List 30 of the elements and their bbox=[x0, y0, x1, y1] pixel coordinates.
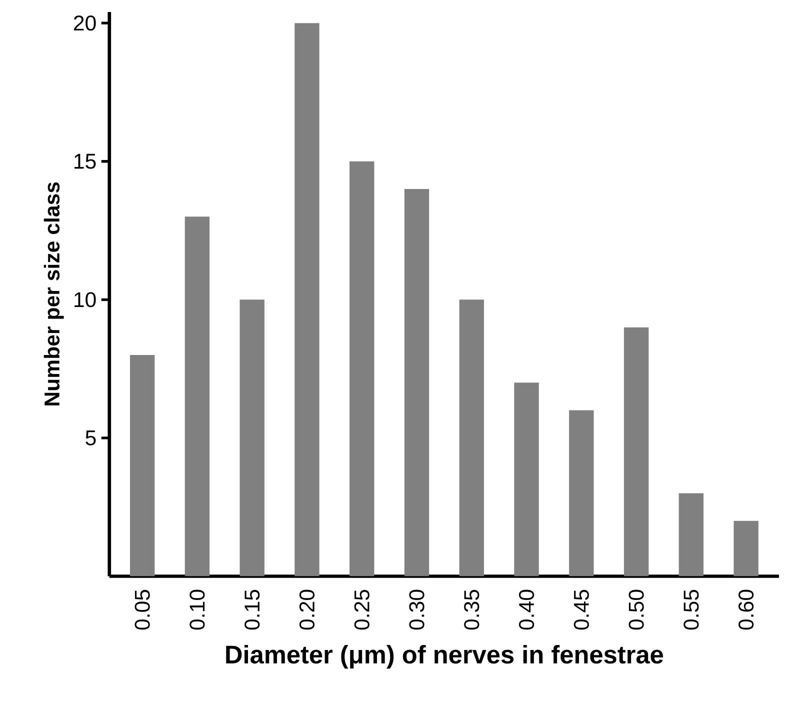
bar bbox=[569, 410, 594, 576]
bar bbox=[130, 354, 155, 576]
x-tick-label: 0.50 bbox=[628, 590, 644, 630]
x-tick-label: 0.20 bbox=[299, 590, 315, 630]
bar bbox=[240, 300, 264, 576]
y-tick-label: 5 bbox=[86, 430, 96, 446]
x-tick-label: 0.25 bbox=[354, 590, 370, 630]
x-tick-label: 0.05 bbox=[134, 590, 150, 630]
x-tick-label: 0.60 bbox=[738, 590, 754, 630]
y-axis-title: Number per size class bbox=[44, 182, 64, 406]
x-tick-label: 0.55 bbox=[684, 590, 699, 630]
x-tick-label: 0.15 bbox=[244, 590, 260, 630]
y-tick-label: 15 bbox=[74, 154, 96, 169]
bar bbox=[184, 216, 210, 576]
x-tick-label: 0.45 bbox=[574, 590, 589, 630]
y-tick-label: 10 bbox=[74, 292, 96, 308]
x-tick-label: 0.10 bbox=[190, 590, 205, 630]
bar bbox=[404, 189, 430, 576]
x-tick-label: 0.30 bbox=[409, 590, 424, 630]
bar bbox=[678, 493, 704, 576]
x-axis-title: Diameter (μm) of nerves in fenestrae bbox=[226, 645, 663, 669]
bar bbox=[734, 520, 758, 576]
bar bbox=[624, 327, 649, 576]
bar bbox=[294, 23, 320, 576]
y-tick-label: 20 bbox=[74, 16, 96, 31]
bar bbox=[514, 382, 539, 576]
bar bbox=[459, 300, 484, 576]
x-tick-label: 0.35 bbox=[464, 590, 480, 630]
bar bbox=[350, 161, 374, 576]
x-tick-label: 0.40 bbox=[518, 590, 534, 630]
